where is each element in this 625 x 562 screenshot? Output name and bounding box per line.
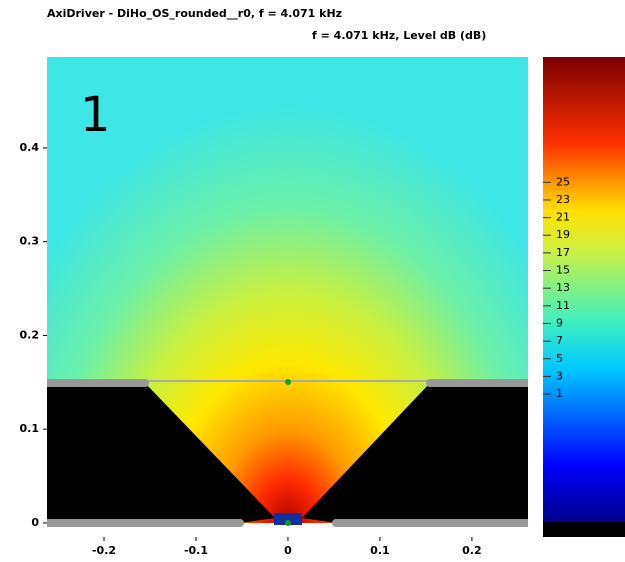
field — [47, 57, 528, 537]
colorbar-tick-label: 15 — [556, 264, 570, 277]
colorbar-floor — [543, 522, 625, 537]
colorbar-tick-label: 23 — [556, 193, 570, 206]
x-tick-label: -0.1 — [184, 544, 208, 557]
probe-point — [285, 379, 291, 385]
chart-subtitle: f = 4.071 kHz, Level dB (dB) — [312, 29, 486, 42]
x-tick-label: 0 — [284, 544, 292, 557]
y-tick-label: 0 — [31, 516, 39, 529]
colorbar-tick-label: 11 — [556, 299, 570, 312]
colorbar-tick-label: 13 — [556, 281, 570, 294]
baffle — [302, 383, 528, 523]
x-tick-label: -0.2 — [92, 544, 116, 557]
x-tick-label: 0.2 — [462, 544, 482, 557]
chart-title: AxiDriver - DiHo_OS_rounded__r0, f = 4.0… — [47, 7, 342, 20]
colorbar-tick-label: 25 — [556, 175, 570, 188]
colorbar-tick-label: 3 — [556, 369, 563, 382]
y-tick-label: 0.4 — [20, 141, 40, 154]
colorbar-tick-label: 21 — [556, 211, 570, 224]
colorbar-tick-label: 9 — [556, 316, 563, 329]
colorbar-tick-label: 17 — [556, 246, 570, 259]
x-tick-label: 0.1 — [370, 544, 390, 557]
annotation: 1 — [80, 87, 111, 143]
colorbar-tick-label: 5 — [556, 352, 563, 365]
colorbar-tick-label: 19 — [556, 228, 570, 241]
y-tick-label: 0.3 — [20, 235, 40, 248]
colorbar-tick-label: 1 — [556, 387, 563, 400]
driver — [274, 513, 302, 525]
y-tick-label: 0.1 — [20, 422, 40, 435]
colorbar — [543, 57, 625, 537]
y-tick-label: 0.2 — [20, 328, 40, 341]
colorbar-tick-label: 7 — [556, 334, 563, 347]
probe-point — [285, 520, 291, 526]
baffle — [47, 383, 275, 523]
